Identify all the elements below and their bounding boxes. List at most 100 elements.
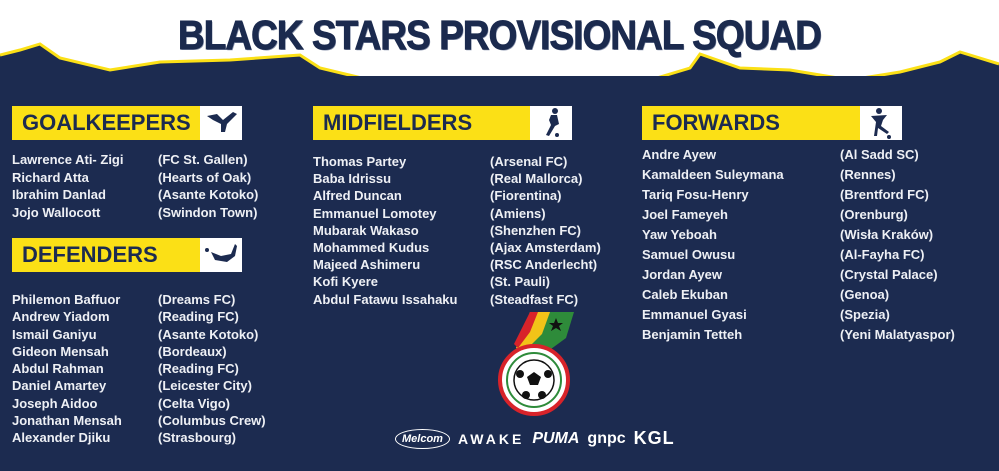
sponsor-logo: Melcom xyxy=(395,428,450,449)
section-header: GOALKEEPERS xyxy=(12,106,258,140)
section-title: GOALKEEPERS xyxy=(12,106,200,140)
player-name: Yaw Yeboah xyxy=(642,227,717,242)
player-row: Joseph Aidoo (Celta Vigo) xyxy=(12,396,266,413)
player-name: Majeed Ashimeru xyxy=(313,257,421,273)
player-club: (Amiens) xyxy=(490,205,546,221)
player-club: (Rennes) xyxy=(840,167,896,182)
player-row: Ismail Ganiyu (Asante Kotoko) xyxy=(12,327,266,344)
player-name: Joseph Aidoo xyxy=(12,395,98,411)
player-row: Lawrence Ati- Zigi (FC St. Gallen) xyxy=(12,152,258,170)
squad-panel xyxy=(0,76,999,471)
player-club: (St. Pauli) xyxy=(490,274,550,290)
player-name: Jonathan Mensah xyxy=(12,413,122,429)
section-header: DEFENDERS xyxy=(12,238,266,272)
player-name: Mohammed Kudus xyxy=(313,239,430,255)
player-club: (RSC Anderlecht) xyxy=(490,257,598,273)
player-name: Tariq Fosu-Henry xyxy=(642,187,749,202)
player-club: (Orenburg) xyxy=(840,207,908,222)
player-row: Abdul Fatawu Issahaku (Steadfast FC) xyxy=(313,292,601,309)
player-row: Philemon Baffuor (Dreams FC) xyxy=(12,292,266,309)
player-row: Kamaldeen Suleymana (Rennes) xyxy=(642,167,955,187)
forward-kicking-icon xyxy=(860,106,902,140)
player-name: Ibrahim Danlad xyxy=(12,187,106,202)
player-row: Mubarak Wakaso (Shenzhen FC) xyxy=(313,223,601,240)
player-name: Jordan Ayew xyxy=(642,267,722,282)
player-club: (Reading FC) xyxy=(158,361,239,377)
player-club: (Asante Kotoko) xyxy=(158,326,259,342)
sponsor-logo: PUMA xyxy=(532,429,580,447)
goalkeepers-section: GOALKEEPERS Lawrence Ati- Zigi (FC St. Gal… xyxy=(12,106,258,222)
player-row: Alexander Djiku (Strasbourg) xyxy=(12,430,266,447)
player-club: (Brentford FC) xyxy=(840,187,929,202)
player-row: Abdul Rahman (Reading FC) xyxy=(12,361,266,378)
player-row: Benjamin Tetteh (Yeni Malatyaspor) xyxy=(642,327,955,347)
player-row: Mohammed Kudus (Ajax Amsterdam) xyxy=(313,240,601,257)
player-club: (Crystal Palace) xyxy=(840,267,938,282)
player-club: (Reading FC) xyxy=(158,309,239,325)
midfielders-section: MIDFIELDERS Thomas Partey (Arsenal FC) Baba… xyxy=(313,106,601,309)
player-club: (Shenzhen FC) xyxy=(490,222,581,238)
player-club: (Columbus Crew) xyxy=(158,413,266,429)
sponsor-logo: AWAKE xyxy=(457,430,525,447)
player-name: Samuel Owusu xyxy=(642,247,736,262)
player-name: Philemon Baffuor xyxy=(12,292,121,307)
player-row: Alfred Duncan (Fiorentina) xyxy=(313,188,601,205)
player-row: Yaw Yeboah (Wisła Kraków) xyxy=(642,227,955,247)
player-name: Thomas Partey xyxy=(313,154,407,169)
player-club: (Fiorentina) xyxy=(490,188,562,204)
player-row: Emmanuel Lomotey (Amiens) xyxy=(313,206,601,223)
player-row: Majeed Ashimeru (RSC Anderlecht) xyxy=(313,257,601,274)
player-name: Emmanuel Gyasi xyxy=(642,307,747,322)
player-row: Richard Atta (Hearts of Oak) xyxy=(12,170,258,188)
player-club: (FC St. Gallen) xyxy=(158,152,248,167)
sponsor-logo: KGL xyxy=(633,428,675,448)
player-name: Mubarak Wakaso xyxy=(313,222,419,238)
section-title: MIDFIELDERS xyxy=(313,106,530,140)
player-club: (Real Mallorca) xyxy=(490,171,583,187)
ghana-fa-logo xyxy=(498,312,574,416)
sponsor-logo: gnpc xyxy=(587,429,626,447)
player-row: Jordan Ayew (Crystal Palace) xyxy=(642,267,955,287)
section-header: MIDFIELDERS xyxy=(313,106,601,140)
player-row: Tariq Fosu-Henry (Brentford FC) xyxy=(642,187,955,207)
player-row: Jonathan Mensah (Columbus Crew) xyxy=(12,413,266,430)
player-row: Daniel Amartey (Leicester City) xyxy=(12,378,266,395)
defenders-section: DEFENDERS Philemon Baffuor (Dreams FC) Andr… xyxy=(12,238,266,448)
player-name: Caleb Ekuban xyxy=(642,287,728,302)
player-club: (Al-Fayha FC) xyxy=(840,247,925,262)
player-club: (Hearts of Oak) xyxy=(158,169,252,185)
player-row: Andrew Yiadom (Reading FC) xyxy=(12,309,266,326)
player-name: Abdul Rahman xyxy=(12,361,104,377)
player-name: Emmanuel Lomotey xyxy=(313,205,437,221)
player-club: (Bordeaux) xyxy=(158,343,227,359)
player-club: (Al Sadd SC) xyxy=(840,147,919,162)
player-name: Andrew Yiadom xyxy=(12,309,110,325)
player-row: Kofi Kyere (St. Pauli) xyxy=(313,274,601,291)
player-club: (Leicester City) xyxy=(158,378,252,394)
player-row: Baba Idrissu (Real Mallorca) xyxy=(313,171,601,188)
goalkeeper-diving-icon xyxy=(200,106,242,140)
player-club: (Swindon Town) xyxy=(158,204,258,220)
player-name: Alexander Djiku xyxy=(12,430,111,446)
player-name: Lawrence Ati- Zigi xyxy=(12,152,124,167)
player-row: Joel Fameyeh (Orenburg) xyxy=(642,207,955,227)
player-name: Kofi Kyere xyxy=(313,274,379,290)
player-name: Baba Idrissu xyxy=(313,171,392,187)
player-name: Jojo Wallocott xyxy=(12,204,101,220)
defender-sliding-icon xyxy=(200,238,242,272)
player-row: Gideon Mensah (Bordeaux) xyxy=(12,344,266,361)
section-title: DEFENDERS xyxy=(12,238,200,272)
player-name: Andre Ayew xyxy=(642,147,717,162)
player-name: Alfred Duncan xyxy=(313,188,402,204)
player-row: Andre Ayew (Al Sadd SC) xyxy=(642,147,955,167)
player-club: (Wisła Kraków) xyxy=(840,227,934,242)
player-name: Gideon Mensah xyxy=(12,343,109,359)
player-club: (Arsenal FC) xyxy=(490,154,568,169)
player-club: (Steadfast FC) xyxy=(490,291,579,307)
player-row: Samuel Owusu (Al-Fayha FC) xyxy=(642,247,955,267)
player-name: Benjamin Tetteh xyxy=(642,327,743,342)
section-header: FORWARDS xyxy=(642,106,955,140)
player-name: Abdul Fatawu Issahaku xyxy=(313,291,458,307)
player-club: (Genoa) xyxy=(840,287,890,302)
section-title: FORWARDS xyxy=(642,106,860,140)
